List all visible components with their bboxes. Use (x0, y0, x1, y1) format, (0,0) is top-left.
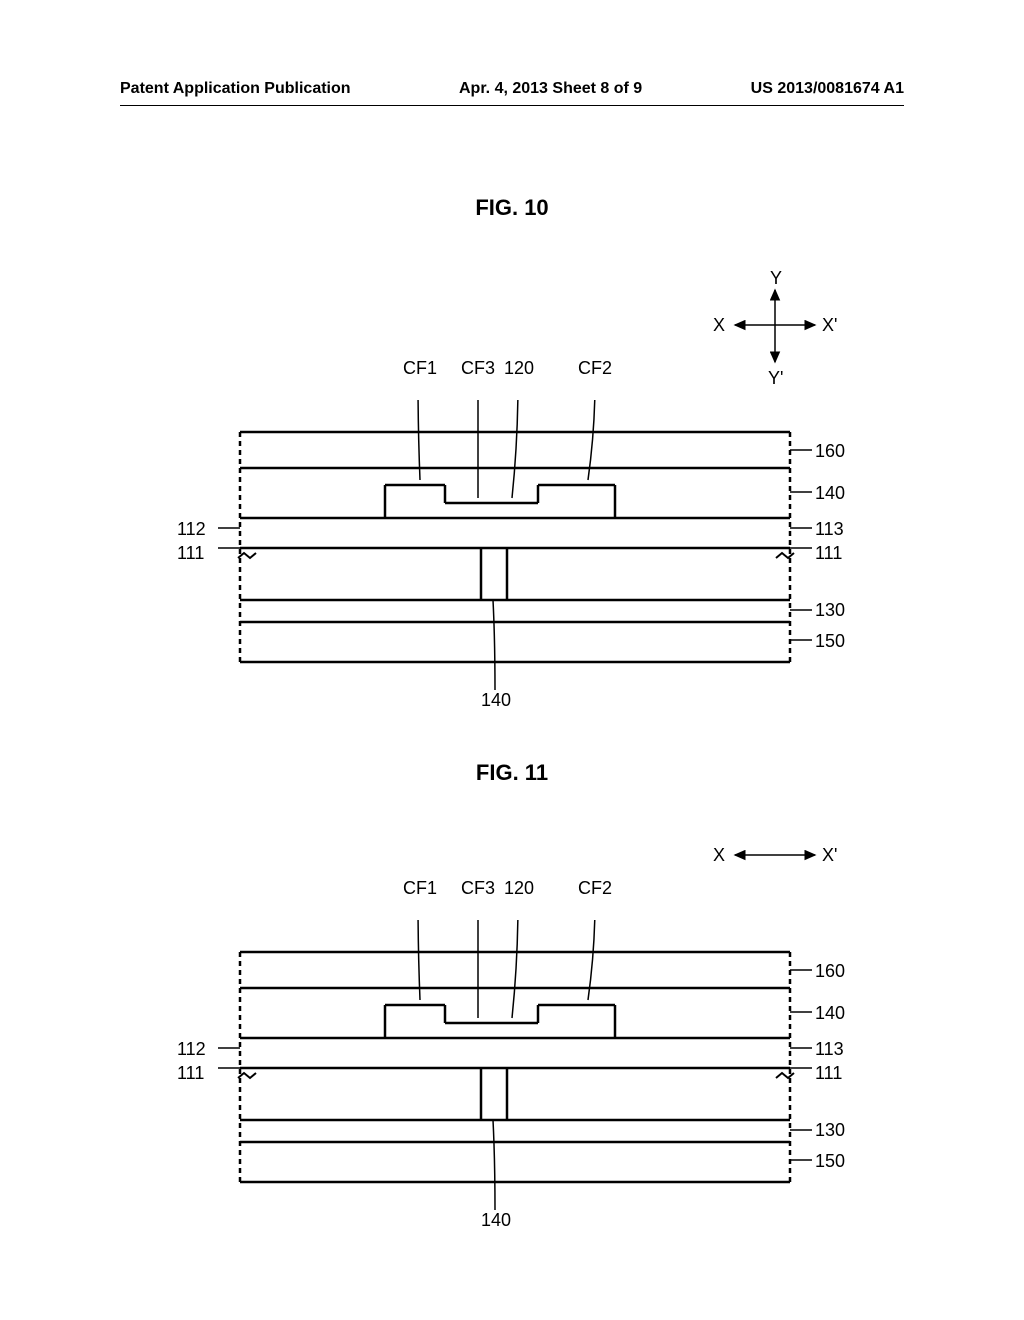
fig10-112: 112 (177, 519, 206, 540)
fig10-111L: 111 (177, 543, 204, 564)
header-left: Patent Application Publication (120, 80, 351, 98)
fig11-diagram: CF1 CF3 120 CF2 112 111 160 140 113 111 … (200, 920, 824, 1240)
header-divider (120, 105, 904, 106)
fig11-160: 160 (815, 961, 845, 982)
fig11-cf1: CF1 (403, 878, 437, 899)
fig10-150: 150 (815, 631, 845, 652)
fig11-120: 120 (504, 878, 534, 899)
fig10-compass-yprime: Y' (768, 368, 783, 389)
fig11-112: 112 (177, 1039, 206, 1060)
fig11-compass-x: X (713, 845, 725, 866)
fig11-113: 113 (815, 1039, 844, 1060)
fig11-compass-xprime: X' (822, 845, 837, 866)
fig11-140bot: 140 (481, 1210, 511, 1231)
fig11-cf3: CF3 (461, 878, 495, 899)
fig10-diagram: CF1 CF3 120 CF2 112 111 160 140 113 111 … (200, 400, 824, 720)
fig10-160: 160 (815, 441, 845, 462)
fig10-111R: 111 (815, 543, 842, 564)
fig10-140bot: 140 (481, 690, 511, 711)
fig11-150: 150 (815, 1151, 845, 1172)
fig10-compass-x: X (713, 315, 725, 336)
fig11-cf2: CF2 (578, 878, 612, 899)
fig10-130: 130 (815, 600, 845, 621)
fig11-111R: 111 (815, 1063, 842, 1084)
fig10-cf3: CF3 (461, 358, 495, 379)
fig11-title: FIG. 11 (0, 760, 1024, 786)
fig10-cf1: CF1 (403, 358, 437, 379)
fig11-111L: 111 (177, 1063, 204, 1084)
header-right: US 2013/0081674 A1 (751, 80, 904, 98)
fig11-compass (710, 840, 840, 870)
fig10-113: 113 (815, 519, 844, 540)
header-center: Apr. 4, 2013 Sheet 8 of 9 (459, 80, 642, 98)
fig10-cf2: CF2 (578, 358, 612, 379)
fig11-130: 130 (815, 1120, 845, 1141)
fig11-140: 140 (815, 1003, 845, 1024)
fig10-compass-y: Y (770, 268, 782, 289)
fig10-120: 120 (504, 358, 534, 379)
fig10-140: 140 (815, 483, 845, 504)
fig10-title: FIG. 10 (0, 195, 1024, 221)
fig10-compass-xprime: X' (822, 315, 837, 336)
